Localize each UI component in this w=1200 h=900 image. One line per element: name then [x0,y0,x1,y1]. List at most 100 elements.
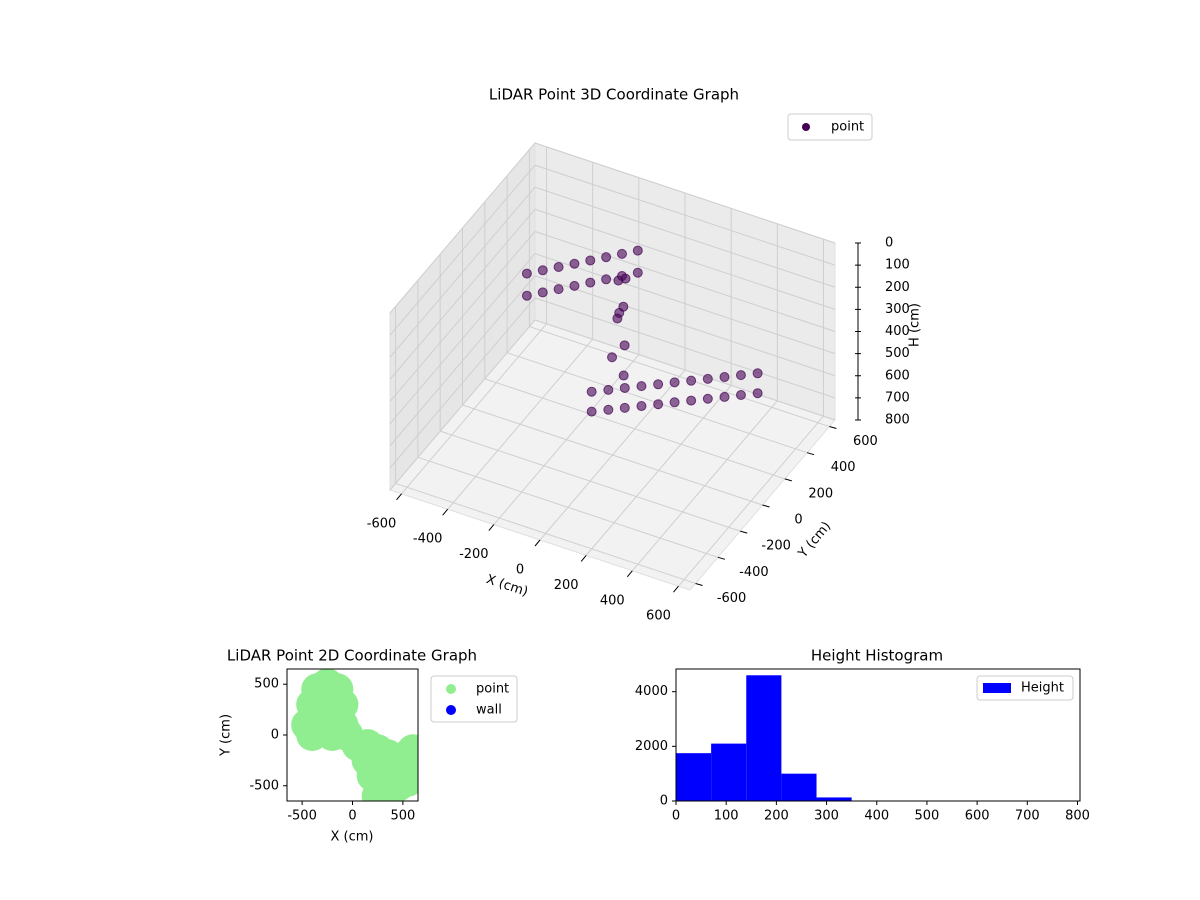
point [619,382,630,393]
bar [746,675,782,801]
tick-mark [762,504,770,508]
x-tick-label: 200 [554,578,579,593]
x-tick-label: -400 [413,532,443,547]
point [669,377,680,388]
chart-histogram: Height 0 100 200 300 400 500 600 700 800 0 2000 4000… [635,647,1090,824]
grid-line [529,326,830,428]
point [686,395,697,406]
point [585,255,596,266]
point [618,370,629,381]
z-tick-label: 400 [885,324,910,339]
point [586,386,597,397]
tick-mark [442,508,449,516]
legend-label: point [476,682,509,697]
point [752,388,763,399]
tick-mark [673,585,679,593]
x-tick-label: -600 [367,516,397,531]
title: LiDAR Point 3D Coordinate Graph [489,86,739,104]
grid-line [389,297,536,469]
x-tick-label: 600 [965,809,990,824]
grid-line [395,482,696,584]
point [569,280,580,291]
tick-mark [534,539,541,547]
y-tick-label: -200 [761,539,791,554]
point [618,301,629,312]
x-tick-label: 800 [1065,809,1090,824]
point [653,379,664,390]
point [553,284,564,295]
legend-label: point [831,120,864,135]
y-tick-label: 0 [660,794,668,809]
point [636,401,647,412]
x-tick-label: 700 [1015,809,1040,824]
x-tick-label: 0 [516,563,524,578]
point [607,352,618,363]
point [603,384,614,395]
grid-line [534,142,836,244]
grid-line [534,164,836,266]
z-tick-label: 500 [885,346,910,361]
point [585,277,596,288]
point [569,258,580,269]
point [612,313,623,324]
grid-line [389,231,536,402]
point [719,391,730,402]
y-tick-label: 0 [271,728,279,743]
y-tick-label: 2000 [635,739,668,754]
tick-mark [580,555,587,562]
grid-line [534,231,836,332]
tick-mark [829,426,837,430]
x-tick-label: 400 [600,593,625,608]
y-tick-label: -500 [249,778,279,793]
legend-box [787,113,873,141]
y-tick-label: -400 [739,565,769,580]
z-tick-label: 700 [885,390,910,405]
grid-line [534,253,836,355]
tick-mark [784,478,792,482]
point [601,274,612,285]
legend-marker [983,683,1011,693]
legend-marker [446,684,456,694]
grid-line [534,186,836,288]
z-tick-label: 600 [885,368,910,383]
point [616,248,627,259]
point [719,372,730,383]
point [619,340,630,351]
point [632,245,643,256]
x-tick-label: 100 [714,809,739,824]
legend-box [976,675,1074,701]
grid-line [389,186,536,358]
x-tick-label: 500 [390,809,415,824]
grid-line [534,275,836,377]
point [553,262,564,273]
x-tick-label: 600 [646,609,671,624]
z-axis-label: H (cm) [908,303,923,347]
bar [781,773,817,801]
point [686,375,697,386]
grid-line [462,404,763,506]
point [326,688,359,721]
y-axis-label: Y (cm) [219,714,234,757]
y-tick-label: 0 [794,513,802,528]
grid-line [389,164,536,336]
x-tick-label: -200 [459,547,489,562]
tick-mark [695,582,703,586]
z-tick-label: 0 [885,236,893,251]
x-tick-label: 200 [764,809,789,824]
grid-line [534,297,836,399]
y-tick-label: 400 [831,460,856,475]
tick-mark [488,524,495,531]
legend-marker [802,123,810,131]
tick-mark [740,530,748,534]
point [619,402,630,413]
point [752,368,763,379]
y-tick-label: 4000 [635,684,668,699]
z-tick-label: 800 [885,413,910,428]
point [632,267,643,278]
point [537,265,548,276]
y-tick-label: -600 [717,591,747,606]
bar [711,743,747,801]
grid-line [440,430,741,532]
x-tick-label: 300 [814,809,839,824]
grid-line [389,319,536,491]
